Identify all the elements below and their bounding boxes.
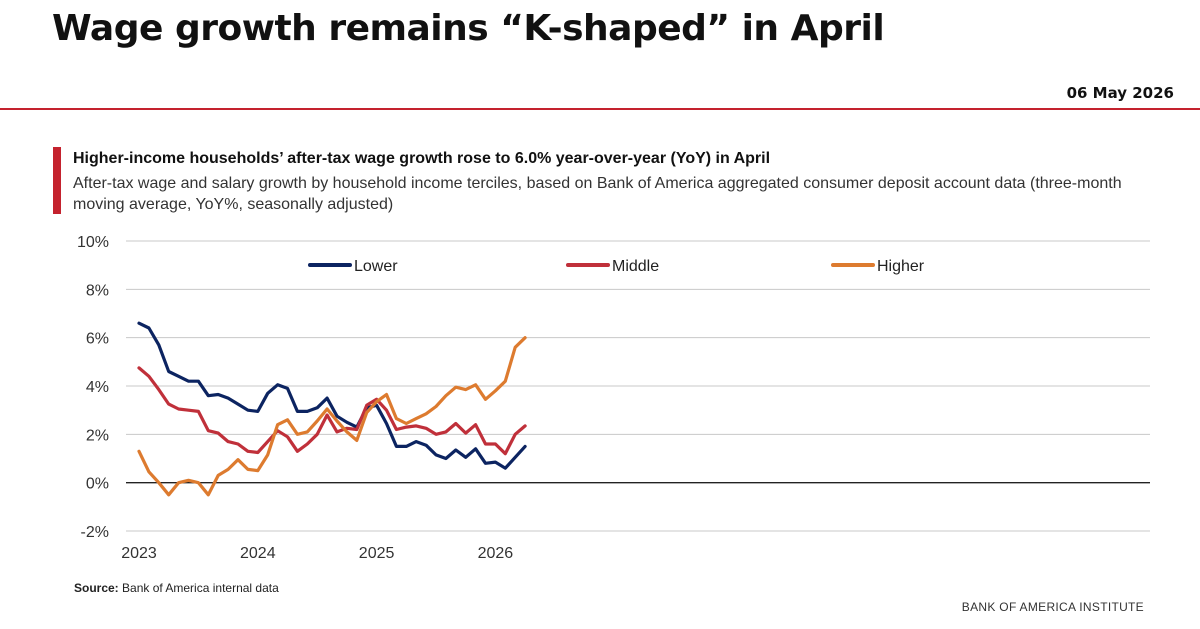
series-line-lower xyxy=(137,321,527,470)
y-tick-label: 6% xyxy=(86,331,109,348)
chart-description: After-tax wage and salary growth by hous… xyxy=(73,175,1122,213)
source-note: Source: Bank of America internal data xyxy=(74,581,279,595)
page-title: Wage growth remains “K-shaped” in April xyxy=(52,8,885,49)
header-rule xyxy=(0,108,1200,110)
line-chart: -2% 0% 2% 4% 6% 8% 10% 2023 2024 2025 2026 Lower Mid… xyxy=(77,234,1150,562)
x-tick-label: 2026 xyxy=(478,545,514,562)
x-tick-label: 2025 xyxy=(359,545,395,562)
series-line-middle xyxy=(137,366,527,456)
y-tick-label: 10% xyxy=(77,234,109,251)
brand-name: BANK OF AMERICA INSTITUTE xyxy=(961,600,1144,614)
chart-headline: Higher-income households’ after-tax wage… xyxy=(73,150,771,167)
source-text: Bank of America internal data xyxy=(118,581,279,595)
source-label: Source: xyxy=(74,581,119,595)
y-tick-label: 2% xyxy=(86,427,109,444)
y-tick-label: 8% xyxy=(86,282,109,299)
legend-label-lower: Lower xyxy=(354,258,398,275)
publication-date: 06 May 2026 xyxy=(1066,84,1174,102)
subtitle-accent-bar xyxy=(53,147,61,214)
legend-label-middle: Middle xyxy=(612,258,659,275)
y-tick-label: -2% xyxy=(81,524,109,541)
series-line-higher xyxy=(137,336,527,497)
x-tick-label: 2024 xyxy=(240,545,276,562)
legend-label-higher: Higher xyxy=(877,258,925,275)
y-tick-label: 0% xyxy=(86,476,109,493)
y-tick-label: 4% xyxy=(86,379,109,396)
x-tick-label: 2023 xyxy=(121,545,157,562)
